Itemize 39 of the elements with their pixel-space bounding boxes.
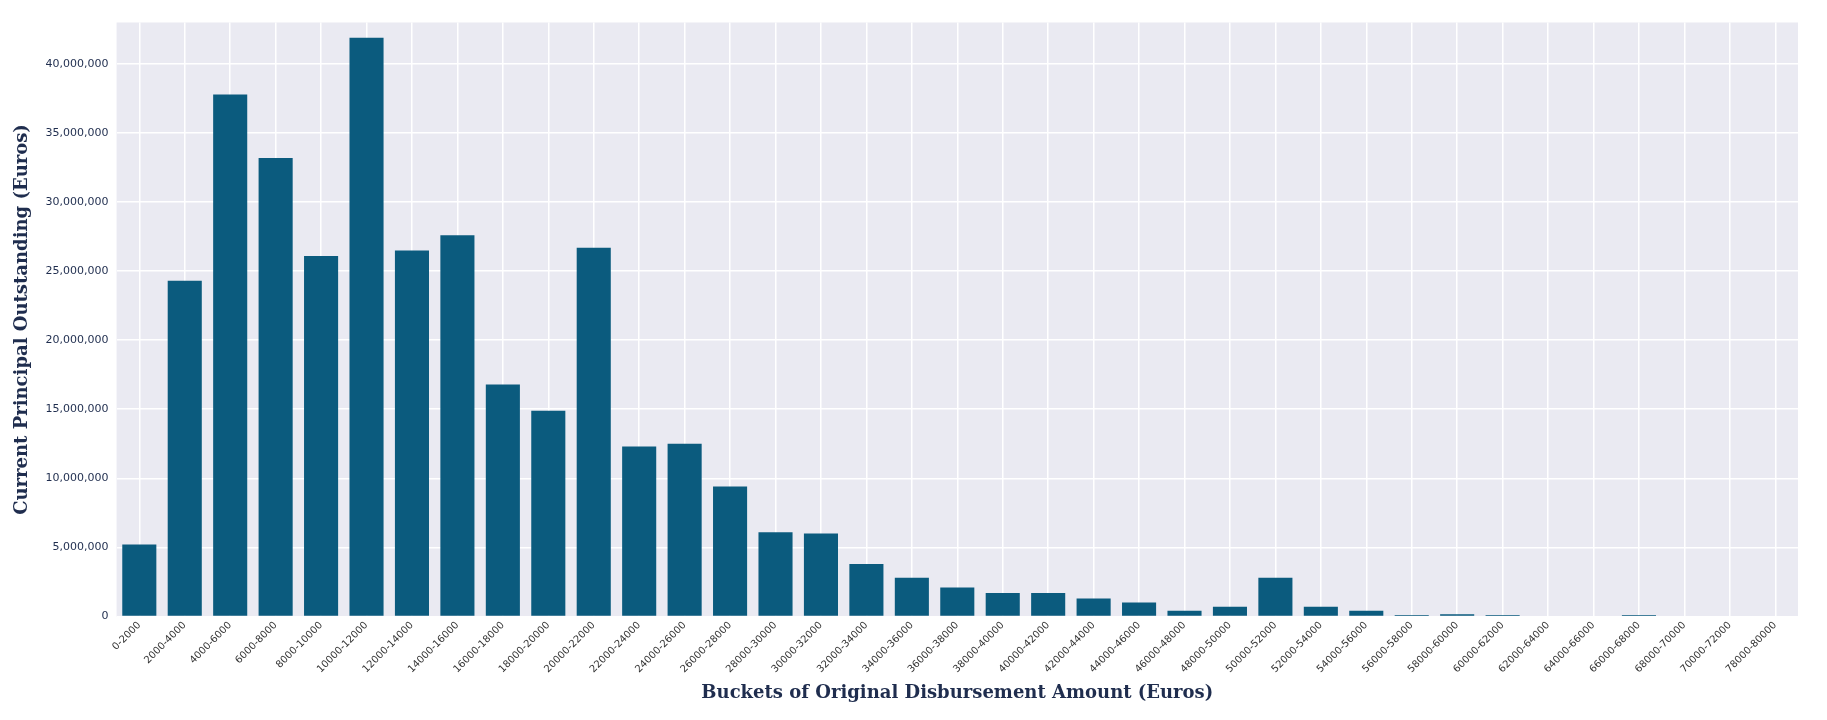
bar [440, 235, 475, 616]
bar [803, 533, 838, 616]
bar [758, 532, 793, 616]
bar [622, 446, 657, 616]
bar [1167, 610, 1202, 616]
y-tick-label: 40,000,000 [45, 56, 109, 70]
bar [122, 544, 157, 616]
y-tick-label: 35,000,000 [45, 125, 109, 139]
y-tick-label: 25,000,000 [45, 264, 109, 278]
x-axis-title: Buckets of Original Disbursement Amount (Euros) [701, 680, 1214, 702]
bar [1212, 606, 1247, 616]
bar [667, 443, 702, 616]
bar [1303, 606, 1338, 616]
bar [1258, 577, 1293, 616]
bar [531, 410, 566, 616]
bar [894, 577, 929, 616]
bar [713, 486, 748, 616]
y-tick-label: 0 [101, 609, 109, 623]
bar [213, 94, 248, 616]
bar [304, 255, 339, 616]
y-axis-title: Current Principal Outstanding (Euros) [10, 124, 32, 515]
bar [985, 592, 1020, 616]
bar [394, 250, 430, 616]
bar [1076, 598, 1111, 616]
y-tick-label: 10,000,000 [45, 471, 109, 485]
y-tick-label: 30,000,000 [45, 194, 109, 208]
bar [940, 587, 975, 616]
bar [1122, 602, 1157, 616]
bar [576, 247, 611, 616]
y-tick-label: 20,000,000 [45, 333, 109, 347]
bar [485, 384, 520, 616]
bar [167, 280, 202, 616]
y-tick-label: 5,000,000 [52, 540, 109, 554]
bar [258, 157, 293, 616]
bar [1031, 592, 1066, 616]
bar [849, 563, 884, 616]
y-tick-label: 15,000,000 [45, 402, 109, 416]
bar [1349, 610, 1384, 616]
bar [349, 37, 384, 616]
